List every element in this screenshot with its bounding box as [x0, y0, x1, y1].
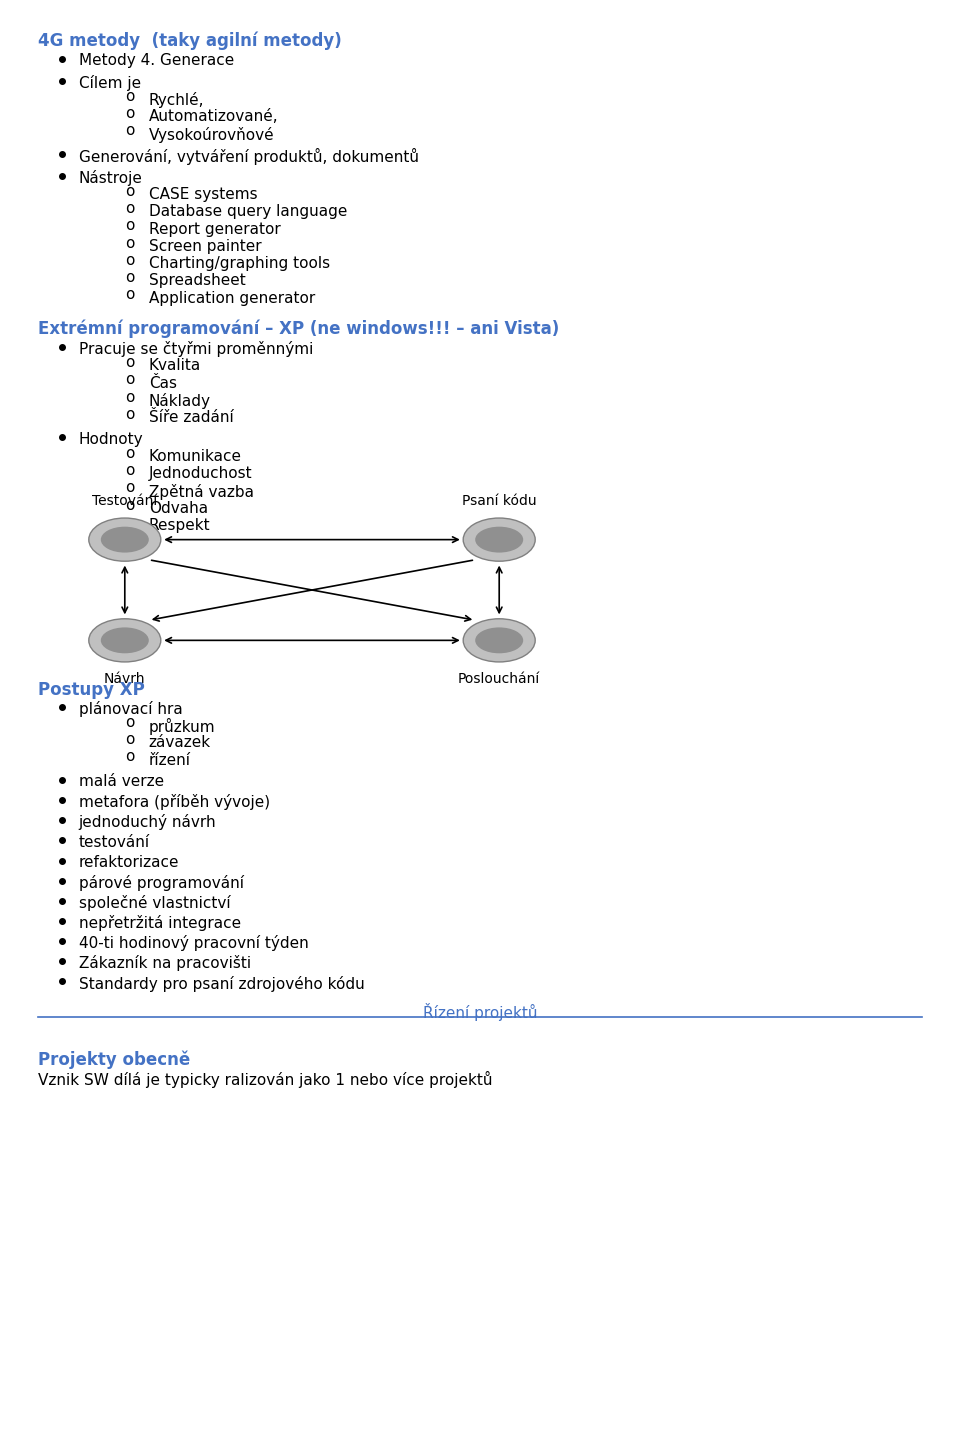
Text: testování: testování [79, 835, 150, 849]
Text: Rychlé,: Rychlé, [149, 92, 204, 108]
Ellipse shape [89, 518, 161, 561]
Text: Spreadsheet: Spreadsheet [149, 273, 246, 288]
Text: závazek: závazek [149, 735, 211, 750]
Text: o: o [125, 463, 134, 478]
Text: o: o [125, 124, 134, 138]
Text: o: o [125, 288, 134, 302]
Text: Cílem je: Cílem je [79, 75, 141, 91]
Ellipse shape [101, 527, 149, 553]
Text: o: o [125, 446, 134, 460]
Text: CASE systems: CASE systems [149, 187, 257, 201]
Text: Kvalita: Kvalita [149, 358, 201, 373]
Text: Testování: Testování [92, 494, 157, 508]
Ellipse shape [475, 627, 523, 653]
Text: Report generator: Report generator [149, 222, 280, 236]
Text: o: o [125, 89, 134, 104]
Text: o: o [125, 355, 134, 370]
Text: Nástroje: Nástroje [79, 170, 143, 186]
Text: Respekt: Respekt [149, 518, 210, 532]
Text: o: o [125, 732, 134, 747]
Text: o: o [125, 750, 134, 764]
Text: o: o [125, 184, 134, 199]
Text: refaktorizace: refaktorizace [79, 855, 180, 869]
Text: Náklady: Náklady [149, 393, 211, 409]
Text: Postupy XP: Postupy XP [38, 681, 145, 699]
Text: Čas: Čas [149, 376, 177, 390]
Text: o: o [125, 481, 134, 495]
Text: Zpětná vazba: Zpětná vazba [149, 484, 253, 499]
Ellipse shape [475, 527, 523, 553]
Ellipse shape [101, 627, 149, 653]
Text: Psaní kódu: Psaní kódu [462, 494, 537, 508]
Text: Vysokoúrovňové: Vysokoúrovňové [149, 127, 275, 142]
Text: Generování, vytváření produktů, dokumentů: Generování, vytváření produktů, dokument… [79, 148, 419, 165]
Text: průzkum: průzkum [149, 718, 215, 735]
Text: Pracuje se čtyřmi proměnnými: Pracuje se čtyřmi proměnnými [79, 341, 313, 357]
Text: 4G metody  (taky agilní metody): 4G metody (taky agilní metody) [38, 32, 342, 50]
Text: Standardy pro psaní zdrojového kódu: Standardy pro psaní zdrojového kódu [79, 976, 365, 991]
Text: metafora (příběh vývoje): metafora (příběh vývoje) [79, 794, 270, 810]
Text: Application generator: Application generator [149, 291, 315, 305]
Ellipse shape [89, 619, 161, 662]
Text: o: o [125, 715, 134, 730]
Text: párové programování: párové programování [79, 875, 244, 891]
Text: Hodnoty: Hodnoty [79, 432, 143, 446]
Text: jednoduchý návrh: jednoduchý návrh [79, 814, 216, 830]
Text: Charting/graphing tools: Charting/graphing tools [149, 256, 330, 271]
Text: o: o [125, 407, 134, 422]
Text: o: o [125, 390, 134, 404]
Text: o: o [125, 236, 134, 250]
Text: Návrh: Návrh [104, 672, 146, 686]
Text: společné vlastnictví: společné vlastnictví [79, 895, 230, 911]
Text: o: o [125, 498, 134, 512]
Text: Odvaha: Odvaha [149, 501, 208, 515]
Text: Database query language: Database query language [149, 204, 348, 219]
Text: malá verze: malá verze [79, 774, 164, 789]
Text: Screen painter: Screen painter [149, 239, 261, 253]
Text: Projekty obecně: Projekty obecně [38, 1050, 191, 1069]
Text: o: o [125, 219, 134, 233]
Text: 40-ti hodinový pracovní týden: 40-ti hodinový pracovní týden [79, 935, 308, 951]
Text: o: o [125, 253, 134, 268]
Text: o: o [125, 201, 134, 216]
Text: Poslouchání: Poslouchání [458, 672, 540, 686]
Text: o: o [125, 271, 134, 285]
Text: Vznik SW dílá je typicky ralizován jako 1 nebo více projektů: Vznik SW dílá je typicky ralizován jako … [38, 1071, 492, 1088]
Text: o: o [125, 373, 134, 387]
Text: o: o [125, 106, 134, 121]
Text: Komunikace: Komunikace [149, 449, 242, 463]
Text: Šíře zadání: Šíře zadání [149, 410, 233, 425]
Text: nepřetržitá integrace: nepřetržitá integrace [79, 915, 241, 931]
Text: plánovací hra: plánovací hra [79, 701, 182, 717]
Text: Zákazník na pracovišti: Zákazník na pracovišti [79, 955, 251, 971]
Text: o: o [125, 515, 134, 530]
Text: Metody 4. Generace: Metody 4. Generace [79, 53, 234, 68]
Text: Jednoduchost: Jednoduchost [149, 466, 252, 481]
Text: Extrémní programování – XP (ne windows!!! – ani Vista): Extrémní programování – XP (ne windows!!… [38, 319, 560, 338]
Text: Automatizované,: Automatizované, [149, 109, 278, 124]
Ellipse shape [464, 518, 536, 561]
Text: Řízení projektů: Řízení projektů [422, 1003, 538, 1022]
Text: řízení: řízení [149, 753, 191, 767]
Ellipse shape [464, 619, 536, 662]
